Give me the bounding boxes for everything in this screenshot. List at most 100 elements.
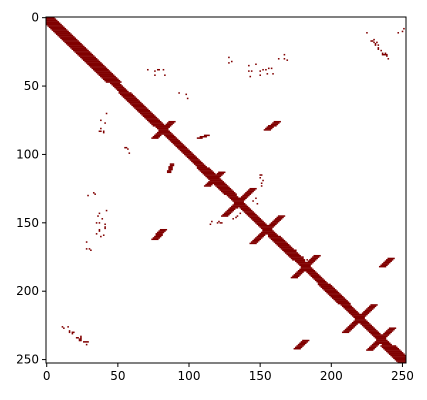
contact-cell [169, 164, 175, 167]
contact-cell [166, 122, 175, 124]
contact-cell [299, 268, 314, 271]
contact-cell [248, 215, 259, 217]
contact-cell [343, 330, 351, 332]
contact-cell [367, 330, 378, 332]
contact-cell [386, 330, 394, 332]
contact-cell [102, 78, 119, 81]
contact-cell [46, 18, 57, 20]
contact-cell [277, 215, 286, 217]
contact-cell [283, 250, 297, 253]
contact-cell [290, 276, 298, 279]
contact-cell [221, 190, 234, 193]
contact-cell [272, 122, 280, 124]
contact-cell [166, 170, 172, 172]
contact-cell [118, 90, 129, 93]
contact-cell [269, 237, 283, 239]
y-tick-label: 100 [16, 147, 39, 161]
contact-cell [196, 166, 207, 168]
contact-cell [68, 330, 71, 332]
contact-cell [371, 343, 380, 346]
contact-cell [158, 130, 170, 133]
contact-cell [349, 312, 360, 314]
contact-cell [104, 122, 106, 124]
contact-cell [230, 60, 233, 63]
contact-cell [350, 323, 358, 325]
contact-cell [267, 67, 270, 70]
contact-cell [91, 67, 108, 70]
contact-cell [68, 45, 85, 48]
contact-cell [312, 256, 320, 258]
contact-cell [158, 129, 169, 131]
contact-cell [181, 151, 192, 153]
contact-cell [137, 110, 151, 112]
contact-cell [169, 163, 175, 165]
contact-cell [216, 222, 219, 224]
contact-cell [182, 152, 193, 154]
contact-cell [46, 23, 62, 26]
contact-cell [370, 332, 381, 335]
contact-cell [198, 168, 212, 171]
contact-cell [289, 256, 304, 258]
contact-cell [287, 254, 301, 257]
contact-cell [252, 200, 254, 202]
contact-cell [186, 97, 189, 100]
contact-cell [381, 346, 398, 349]
contact-cell [149, 122, 163, 124]
contact-cell [88, 248, 91, 250]
contact-cell [196, 137, 203, 139]
contact-cell [98, 130, 102, 133]
contact-cell [374, 337, 387, 339]
contact-cell [373, 342, 391, 345]
contact-cell [246, 190, 254, 193]
contact-cell [114, 86, 125, 89]
contact-cell [199, 170, 213, 172]
contact-cell [71, 48, 88, 50]
contact-cell [344, 328, 353, 331]
contact-cell [249, 75, 252, 78]
contact-cell [71, 331, 75, 334]
contact-cell [364, 309, 372, 312]
contact-cell [168, 166, 173, 168]
contact-cell [266, 73, 269, 75]
contact-cell [255, 63, 257, 66]
contact-cell [266, 126, 274, 128]
contact-cell [383, 261, 391, 264]
contact-cell [327, 293, 341, 295]
contact-cell [363, 311, 371, 313]
contact-cell [156, 131, 172, 134]
contact-cell [104, 227, 106, 230]
contact-cell [307, 260, 316, 262]
contact-cell [232, 200, 244, 202]
contact-cell [267, 234, 279, 236]
contact-cell [228, 56, 230, 59]
contact-cells [46, 17, 407, 364]
contact-cell [316, 280, 327, 283]
contact-cell [373, 38, 375, 41]
contact-cell [135, 108, 149, 111]
contact-cell [221, 215, 229, 217]
contact-cell [228, 208, 236, 210]
contact-cell [78, 55, 95, 57]
contact-cell [80, 335, 82, 338]
contact-cell [147, 68, 149, 71]
contact-cell [377, 44, 380, 46]
contact-cell [249, 187, 257, 190]
contact-cell [367, 347, 375, 350]
contact-cell [329, 294, 343, 297]
contact-cell [101, 218, 104, 220]
contact-cell [199, 135, 207, 138]
contact-cell [293, 347, 301, 350]
contact-cell [393, 357, 407, 360]
contact-cell [324, 290, 338, 293]
contact-cell [374, 341, 390, 343]
contact-cell [302, 339, 310, 342]
contact-cell [155, 233, 163, 235]
contact-cell [232, 204, 247, 206]
contact-cell [138, 111, 152, 113]
contact-cell [175, 145, 186, 148]
contact-cell [260, 231, 276, 234]
contact-cell [232, 218, 234, 220]
contact-cell [201, 171, 215, 174]
contact-cell [239, 207, 250, 209]
